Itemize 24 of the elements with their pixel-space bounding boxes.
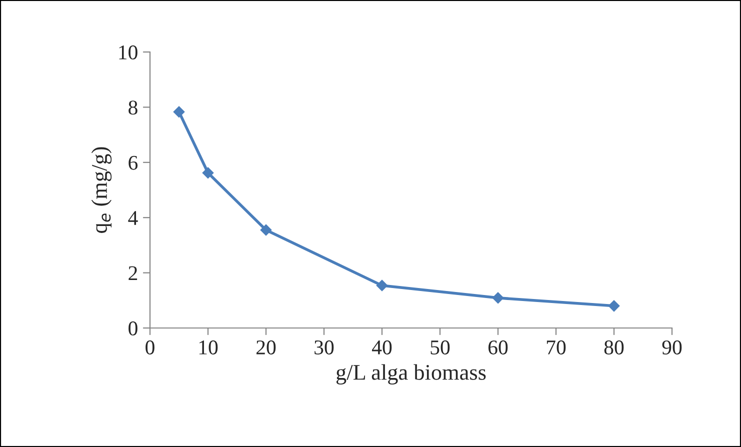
x-axis-title: g/L alga biomass bbox=[336, 364, 486, 384]
point bbox=[608, 300, 620, 312]
point bbox=[492, 292, 504, 304]
point bbox=[376, 280, 388, 292]
x-tick-label: 90 bbox=[662, 340, 682, 354]
x-tick-label: 20 bbox=[256, 340, 276, 354]
y-tick-label: 2 bbox=[128, 266, 138, 280]
x-tick-label: 80 bbox=[604, 340, 624, 354]
x-tick-label: 0 bbox=[146, 340, 154, 354]
x-tick-label: 70 bbox=[546, 340, 566, 354]
y-tick-label: 4 bbox=[128, 211, 138, 225]
x-tick-label: 50 bbox=[430, 340, 450, 354]
x-tick-label: 30 bbox=[314, 340, 334, 354]
y-tick-label: 8 bbox=[128, 100, 138, 115]
y-tick-label: 6 bbox=[128, 156, 138, 170]
y-axis-title: q$_{e}$ (mg/g) bbox=[91, 147, 112, 233]
y-tick-label: 0 bbox=[128, 321, 138, 336]
x-tick-label: 60 bbox=[488, 340, 508, 354]
point bbox=[173, 106, 185, 118]
x-tick-label: 40 bbox=[372, 340, 392, 354]
point bbox=[202, 167, 214, 178]
x-tick-label: 10 bbox=[199, 340, 218, 354]
point bbox=[260, 224, 272, 236]
y-tick-label: 10 bbox=[119, 45, 138, 60]
